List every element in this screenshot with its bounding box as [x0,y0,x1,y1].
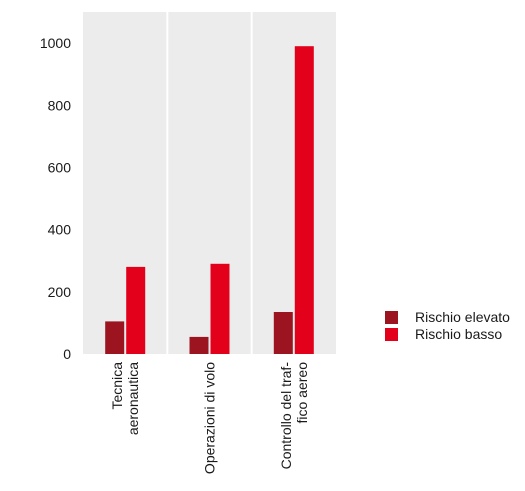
y-tick-label: 800 [48,97,72,113]
x-category-label-line: Tecnica [109,362,125,410]
x-category-label: Controllo del traf-fico aereo [278,362,310,470]
x-category-label: Tecnica aeronautica [109,362,141,435]
category-dividers [166,12,253,354]
plot-background [83,12,336,354]
legend-swatch [385,328,398,341]
y-tick-label: 600 [48,160,72,176]
legend-label: Rischio elevato [415,309,510,325]
x-category-label-line: Controllo del traf- [278,362,294,470]
bar-rischio-elevato [105,321,125,354]
x-category-label: Operazioni di volo [202,362,218,474]
x-category-label-line: Operazioni di volo [202,362,218,474]
bar-rischio-basso [294,46,314,354]
bar-rischio-elevato [273,312,293,354]
x-axis: Tecnica aeronautica Operazioni di volo Cont… [109,362,310,474]
plot-area [83,12,336,354]
y-tick-label: 0 [63,346,71,362]
bar-rischio-basso [126,266,146,354]
bars [105,46,314,354]
y-tick-label: 1000 [40,35,71,51]
y-tick-label: 200 [48,284,72,300]
legend-swatch [385,311,398,324]
y-axis: 0 200 400 600 800 1000 [40,35,71,362]
x-category-label-line: aeronautica [125,362,141,435]
bar-rischio-elevato [189,336,209,354]
bar-rischio-basso [210,263,230,354]
legend-label: Rischio basso [415,326,502,342]
x-category-label-line: fico aereo [294,362,310,424]
y-tick-label: 400 [48,222,72,238]
